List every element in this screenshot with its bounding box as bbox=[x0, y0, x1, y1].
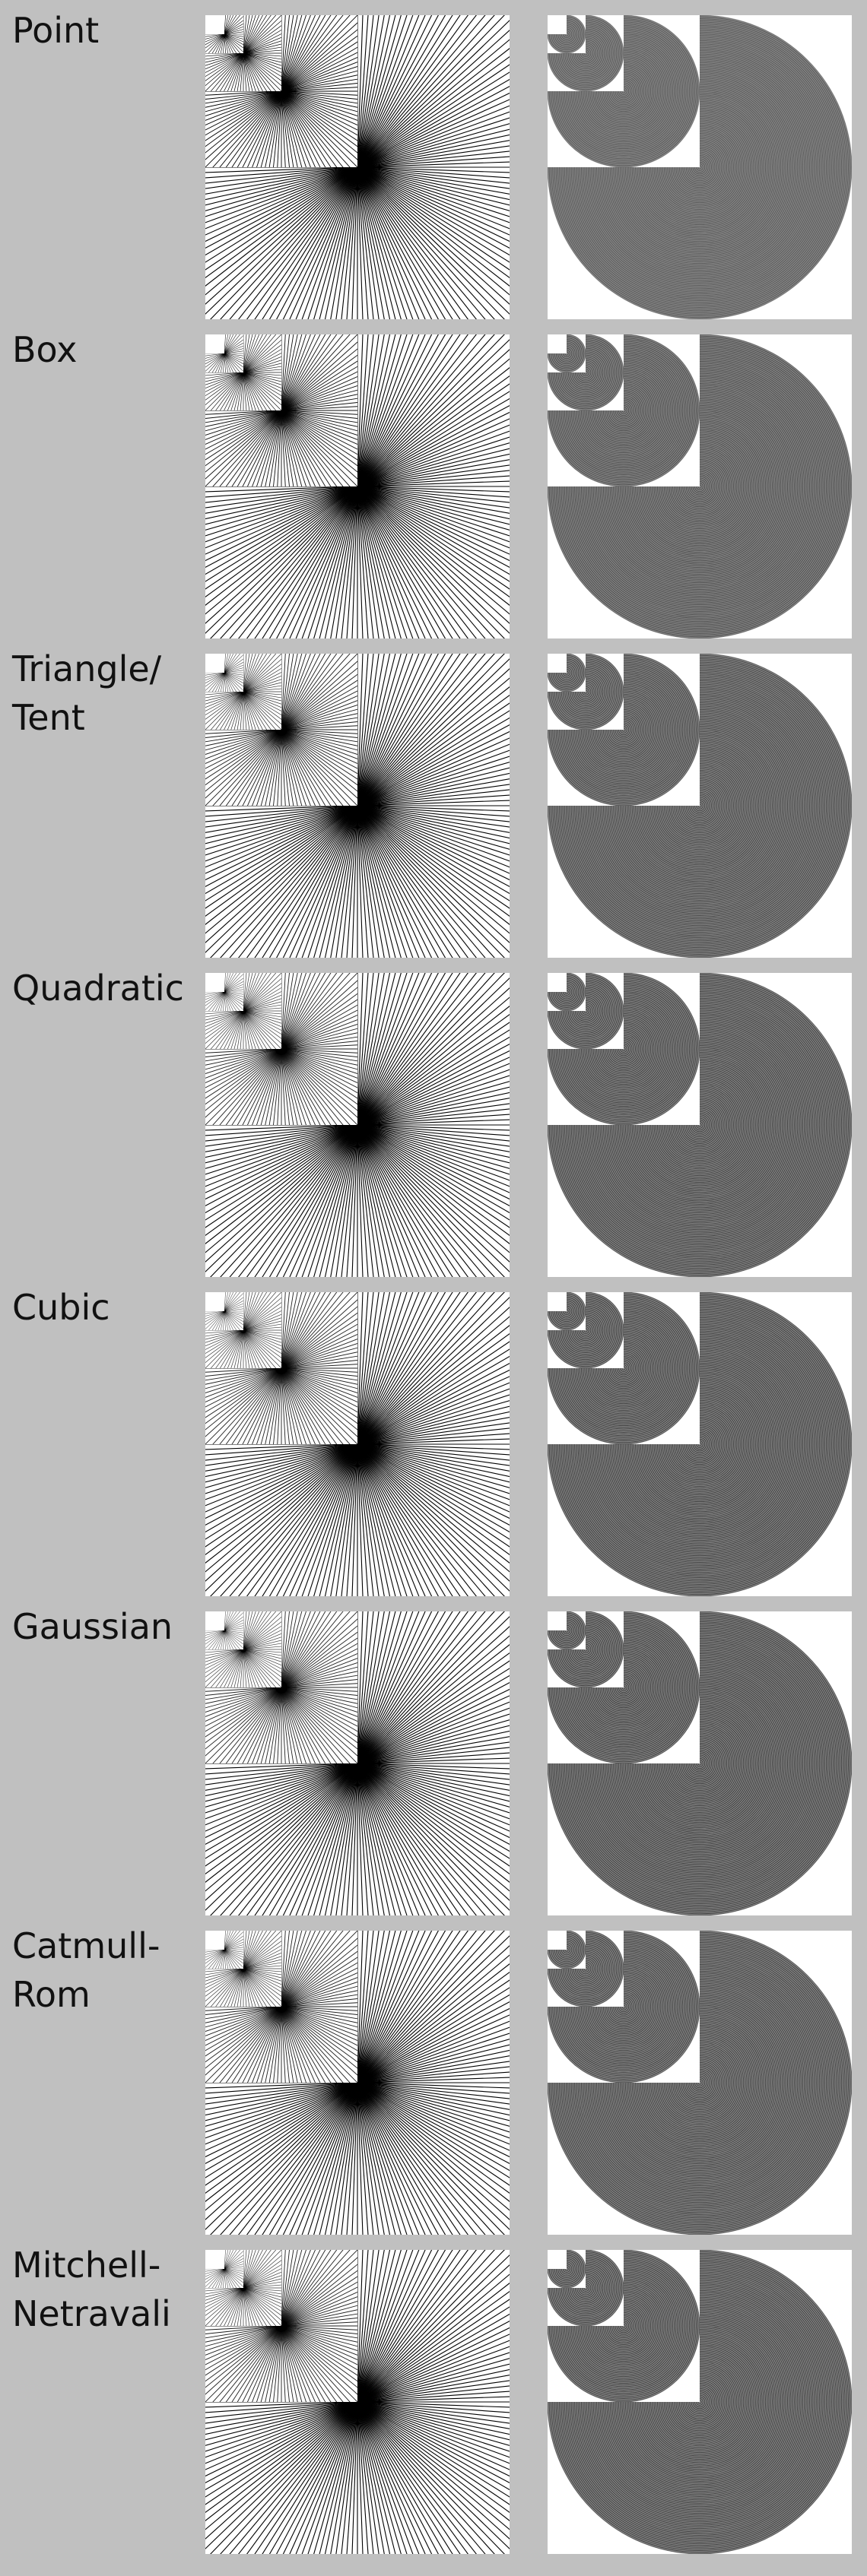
ring-level-3 bbox=[548, 15, 586, 53]
concentric-rings-panel bbox=[548, 15, 852, 319]
filter-label: Cubic bbox=[12, 1283, 202, 1332]
concentric-rings-image bbox=[548, 654, 852, 958]
filter-label-line: Mitchell- bbox=[12, 2245, 161, 2286]
ring-level-3 bbox=[548, 1931, 586, 1969]
filter-label-line: Catmull- bbox=[12, 1925, 160, 1966]
filter-label-line: Quadratic bbox=[12, 968, 184, 1009]
concentric-rings-panel bbox=[548, 1611, 852, 1915]
filter-label-line: Gaussian bbox=[12, 1606, 173, 1647]
ring-level-3 bbox=[548, 2250, 586, 2288]
radial-lines-panel bbox=[205, 654, 510, 958]
concentric-rings-panel bbox=[548, 1292, 852, 1596]
ring-level-2 bbox=[548, 2250, 624, 2326]
star-level-1 bbox=[205, 334, 357, 486]
filter-row-mitchell-netravali: Mitchell- Netravali bbox=[0, 2235, 867, 2554]
filter-label: Catmull- Rom bbox=[12, 1922, 202, 2019]
ring-level-3 bbox=[548, 1292, 586, 1330]
concentric-rings-image bbox=[548, 1611, 852, 1915]
ring-level-2 bbox=[548, 15, 624, 91]
radial-lines-panel bbox=[205, 15, 510, 319]
filter-label-line: Tent bbox=[12, 697, 85, 738]
ring-level-2 bbox=[548, 1611, 624, 1687]
radial-lines-image bbox=[205, 15, 510, 319]
radial-lines-panel bbox=[205, 1292, 510, 1596]
radial-lines-image bbox=[205, 334, 510, 638]
filter-row-box: Box bbox=[0, 319, 867, 638]
concentric-rings-panel bbox=[548, 334, 852, 638]
ring-level-3 bbox=[548, 1611, 586, 1649]
ring-level-3 bbox=[548, 973, 586, 1011]
radial-lines-image bbox=[205, 654, 510, 958]
filter-label-line: Point bbox=[12, 10, 100, 51]
filter-label: Gaussian bbox=[12, 1602, 202, 1651]
concentric-rings-image bbox=[548, 2250, 852, 2554]
radial-lines-image bbox=[205, 1931, 510, 2235]
concentric-rings-panel bbox=[548, 1931, 852, 2235]
radial-lines-panel bbox=[205, 1931, 510, 2235]
radial-lines-panel bbox=[205, 1611, 510, 1915]
filter-label-line: Box bbox=[12, 329, 78, 370]
filter-label-line: Cubic bbox=[12, 1287, 110, 1328]
ring-level-3 bbox=[548, 654, 586, 692]
ring-level-2 bbox=[548, 334, 624, 410]
ring-level-2 bbox=[548, 1931, 624, 2007]
radial-lines-image bbox=[205, 973, 510, 1277]
filter-label: Box bbox=[12, 325, 202, 374]
filter-row-quadratic: Quadratic bbox=[0, 958, 867, 1277]
filter-label: Quadratic bbox=[12, 964, 202, 1012]
concentric-rings-image bbox=[548, 1292, 852, 1596]
star-level-3 bbox=[205, 1611, 243, 1649]
concentric-rings-image bbox=[548, 973, 852, 1277]
radial-lines-image bbox=[205, 1611, 510, 1915]
filter-row-catmull-rom: Catmull- Rom bbox=[0, 1915, 867, 2235]
concentric-rings-panel bbox=[548, 2250, 852, 2554]
ring-level-2 bbox=[548, 1292, 624, 1368]
filter-row-triangle-tent: Triangle/Tent bbox=[0, 638, 867, 958]
concentric-rings-image bbox=[548, 1931, 852, 2235]
filter-row-point: Point bbox=[0, 0, 867, 319]
concentric-rings-panel bbox=[548, 654, 852, 958]
filter-label-line: Rom bbox=[12, 1974, 91, 2015]
concentric-rings-image bbox=[548, 15, 852, 319]
ring-level-2 bbox=[548, 973, 624, 1049]
concentric-rings-image bbox=[548, 334, 852, 638]
concentric-rings-panel bbox=[548, 973, 852, 1277]
filter-row-cubic: Cubic bbox=[0, 1277, 867, 1596]
filter-row-gaussian: Gaussian bbox=[0, 1596, 867, 1915]
radial-lines-panel bbox=[205, 2250, 510, 2554]
radial-lines-image bbox=[205, 2250, 510, 2554]
ring-level-3 bbox=[548, 334, 586, 372]
filter-label-line: Netravali bbox=[12, 2293, 171, 2334]
filter-label-line: Triangle/ bbox=[12, 648, 162, 689]
ring-level-2 bbox=[548, 654, 624, 730]
radial-lines-image bbox=[205, 1292, 510, 1596]
filter-label: Triangle/Tent bbox=[12, 645, 202, 742]
radial-lines-panel bbox=[205, 973, 510, 1277]
filter-label: Point bbox=[12, 6, 202, 55]
filter-label: Mitchell- Netravali bbox=[12, 2241, 202, 2338]
radial-lines-panel bbox=[205, 334, 510, 638]
